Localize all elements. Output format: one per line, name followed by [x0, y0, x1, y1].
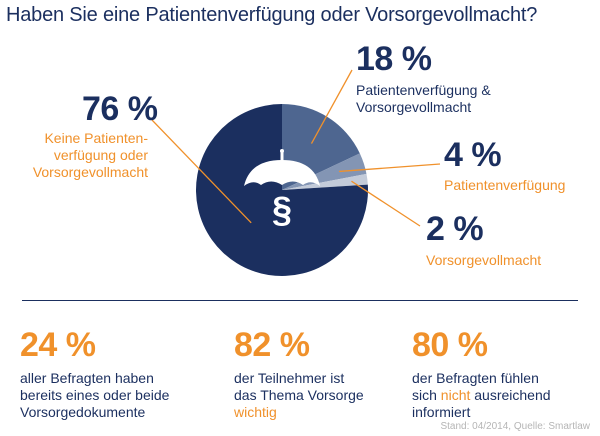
stat-3-line1: der Befragten fühlen — [412, 370, 539, 386]
label-76-value: 76 % — [82, 90, 158, 128]
stat-1-value: 24 % — [20, 326, 96, 364]
label-76-line1: Keine Patienten- — [44, 130, 148, 146]
slice-2 — [282, 173, 368, 190]
stat-1: 24 % aller Befragten haben bereits eines… — [20, 328, 169, 421]
stat-3-line2: sich nicht ausreichend — [412, 387, 551, 404]
leader-76 — [151, 119, 252, 224]
label-76-line2: verfügung oder — [53, 147, 148, 163]
stat-1-line1: aller Befragten haben — [20, 370, 154, 386]
stat-3-line2-pre: sich — [412, 387, 441, 403]
umbrella-tip — [280, 149, 284, 153]
label-18-line1: Patientenverfügung & — [356, 82, 491, 98]
label-76-text: Keine Patienten- verfügung oder Vorsorge… — [33, 130, 148, 181]
label-76-line3: Vorsorgevollmacht — [32, 164, 148, 180]
leader-lines — [151, 69, 441, 227]
stat-3-value: 80 % — [412, 326, 488, 364]
label-4-line1: Patientenverfügung — [444, 177, 566, 193]
paragraph-symbol: § — [272, 189, 292, 230]
umbrella-canopy — [244, 160, 320, 186]
stat-2-value: 82 % — [234, 326, 310, 364]
stat-1-line3: Vorsorgedokumente — [20, 404, 146, 420]
label-4-value: 4 % — [444, 136, 502, 174]
stat-3-line2-post: ausreichend — [470, 387, 551, 403]
stat-3: 80 % der Befragten fühlen sich nicht aus… — [412, 328, 551, 421]
pie-chart: § — [151, 69, 441, 276]
stat-2-line3-highlight: wichtig — [234, 404, 277, 420]
label-18-line2: Vorsorgevollmacht — [356, 99, 472, 115]
stat-2-line1: der Teilnehmer ist — [234, 370, 345, 386]
label-18-value: 18 % — [356, 40, 432, 78]
leader-2 — [351, 180, 421, 227]
leader-4 — [339, 163, 441, 173]
stat-2: 82 % der Teilnehmer ist das Thema Vorsor… — [234, 328, 364, 421]
label-2-value: 2 % — [426, 210, 484, 248]
umbrella-paragraph-icon: § — [244, 149, 320, 230]
umbrella-handle-top — [280, 152, 284, 161]
label-18-text: Patientenverfügung & Vorsorgevollmacht — [356, 82, 491, 116]
stat-3-line2-highlight: nicht — [440, 387, 471, 403]
source-note: Stand: 04/2014, Quelle: Smartlaw — [440, 421, 590, 432]
stat-3-line3: informiert — [412, 404, 471, 420]
slice-76 — [195, 104, 368, 276]
stat-2-line2: das Thema Vorsorge — [234, 387, 364, 403]
divider — [22, 300, 578, 301]
stat-1-line2: bereits eines oder beide — [20, 387, 170, 403]
leader-18 — [310, 69, 353, 144]
page-title: Haben Sie eine Patientenverfügung oder V… — [6, 4, 538, 26]
label-2-line1: Vorsorgevollmacht — [426, 252, 542, 268]
